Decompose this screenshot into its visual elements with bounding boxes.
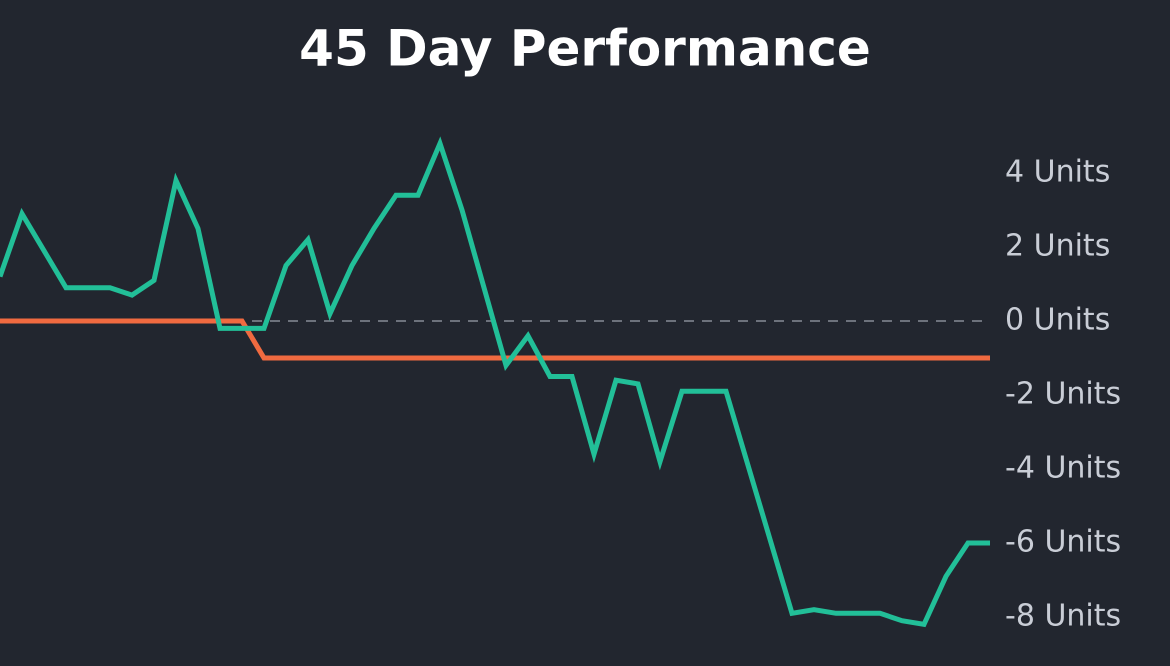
series-line (0, 136, 990, 628)
y-tick-label: 0 Units (1005, 303, 1110, 338)
y-tick-label: -8 Units (1005, 599, 1121, 634)
y-tick-label: -4 Units (1005, 451, 1121, 486)
y-tick-label: 2 Units (1005, 229, 1110, 264)
chart-title: 45 Day Performance (299, 20, 871, 78)
y-tick-label: 4 Units (1005, 155, 1110, 190)
series-line (0, 318, 990, 361)
y-tick-label: -2 Units (1005, 377, 1121, 412)
y-tick-label: -6 Units (1005, 525, 1121, 560)
